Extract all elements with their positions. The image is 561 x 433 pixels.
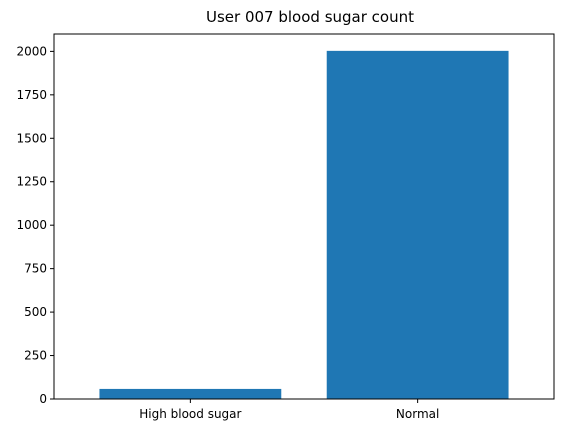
bar-1 <box>326 50 509 399</box>
y-tick-label-5: 1250 <box>16 175 47 189</box>
plot-frame <box>53 33 555 400</box>
bar-0 <box>99 388 282 399</box>
y-tick-label-3: 750 <box>24 262 47 276</box>
y-axis: 0 250 500 750 1000 1250 1500 1750 2000 <box>16 44 54 406</box>
y-tick-label-8: 2000 <box>16 44 47 58</box>
y-tick-label-7: 1750 <box>16 88 47 102</box>
y-tick-label-0: 0 <box>39 392 47 406</box>
y-tick-label-1: 250 <box>24 349 47 363</box>
bars-group <box>99 50 509 399</box>
x-tick-label-1: Normal <box>396 407 439 421</box>
y-tick-label-6: 1500 <box>16 131 47 145</box>
y-tick-label-4: 1000 <box>16 218 47 232</box>
x-tick-label-0: High blood sugar <box>139 407 241 421</box>
chart-title: User 007 blood sugar count <box>206 8 414 26</box>
y-tick-label-2: 500 <box>24 305 47 319</box>
x-axis: High blood sugar Normal <box>139 399 439 421</box>
